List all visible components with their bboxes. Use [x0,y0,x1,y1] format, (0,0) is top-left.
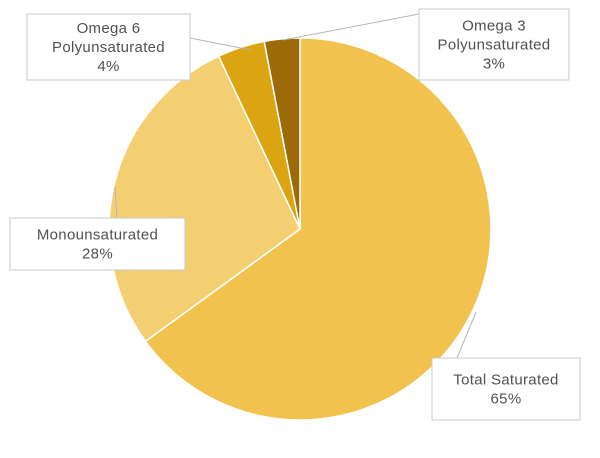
data-label-value: 28% [82,246,113,263]
leader-omega-3-polyunsaturated [282,13,420,41]
callout-omega-6-polyunsaturated: Omega 6 Polyunsaturated 4% [26,13,191,81]
slice-omega-3-polyunsaturated [263,37,301,230]
callout-box [431,357,581,421]
data-label-category: Monounsaturated [37,227,158,244]
leader-total-saturated [456,311,477,359]
callouts: Total Saturated 65% Monounsaturated 28% Omeg… [9,8,581,421]
callout-box [26,13,191,81]
data-label-value: 3% [483,56,505,73]
leader-monounsaturated [114,185,118,219]
data-label-category: Omega 3 [462,18,526,35]
data-label-category: Omega 6 [77,20,141,37]
callout-leaders [114,13,477,359]
callout-omega-3-polyunsaturated: Omega 3 Polyunsaturated 3% [418,8,570,81]
callout-box [418,8,570,81]
callout-monounsaturated: Monounsaturated 28% [9,217,186,271]
data-label-value: 4% [97,58,119,75]
data-label-category: Polyunsaturated [438,37,551,54]
leader-omega-6-polyunsaturated [189,37,252,51]
slice-total-saturated [144,37,492,421]
callout-box [9,217,186,271]
callout-total-saturated: Total Saturated 65% [431,357,581,421]
data-label-value: 65% [491,391,522,408]
data-label-category: Polyunsaturated [52,39,165,56]
data-label-category: Total Saturated [453,372,558,389]
